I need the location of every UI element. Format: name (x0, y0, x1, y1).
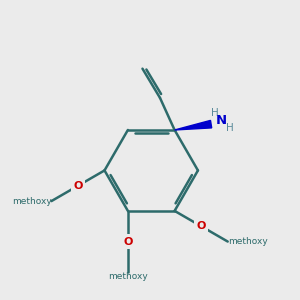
Text: methoxy: methoxy (228, 237, 267, 246)
Text: H: H (211, 108, 218, 118)
Text: N: N (216, 114, 227, 127)
Text: methoxy: methoxy (12, 196, 51, 206)
Text: H: H (226, 123, 234, 133)
Text: O: O (196, 221, 206, 231)
Text: methoxy: methoxy (108, 272, 148, 281)
Text: O: O (73, 181, 83, 191)
Text: O: O (123, 237, 133, 247)
Polygon shape (175, 120, 212, 130)
